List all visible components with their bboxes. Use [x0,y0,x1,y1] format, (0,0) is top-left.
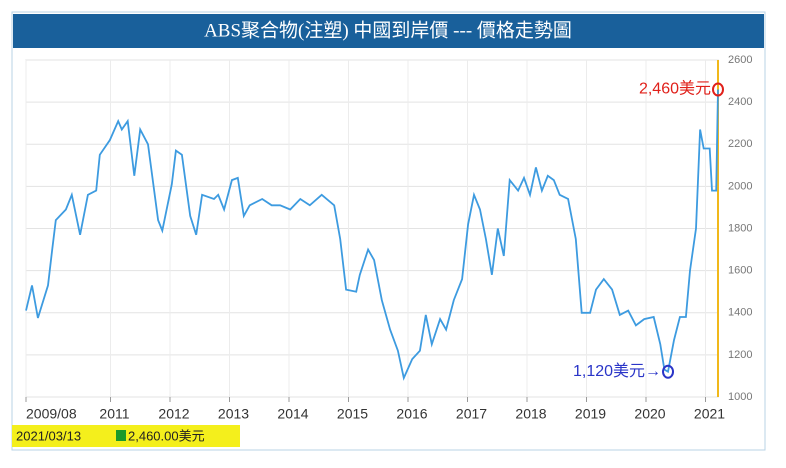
x-tick-label: 2013 [218,406,249,422]
status-value: 2,460.00美元 [128,428,205,443]
x-tick-label: 2014 [277,406,308,422]
x-tick-label: 2011 [99,406,129,422]
status-date: 2021/03/13 [16,428,81,443]
y-tick-label: 1800 [728,222,752,234]
y-tick-label: 1200 [728,349,752,361]
x-tick-label: 2015 [337,406,368,422]
status-swatch [116,430,126,441]
x-tick-label: 2021 [694,406,725,422]
price-line [25,89,719,381]
x-tick-label: 2012 [158,406,189,422]
x-tick-label: 2009/08 [26,406,77,422]
y-tick-label: 1600 [728,265,752,277]
x-tick-label: 2020 [634,406,665,422]
chart-title: ABS聚合物(注塑) 中國到岸價 --- 價格走勢圖 [204,19,572,41]
x-tick-label: 2017 [456,406,487,422]
title-bar [13,14,764,48]
x-tick-label: 2018 [515,406,546,422]
y-tick-label: 2200 [728,138,752,150]
y-tick-label: 1000 [728,391,752,403]
annotation-label: 2,460美元 [639,80,711,98]
x-tick-label: 2016 [396,406,427,422]
y-tick-label: 2400 [728,96,752,108]
y-tick-label: 2600 [728,54,752,66]
annotation-marker [662,364,675,379]
annotation-label: 1,120美元→ [573,362,661,380]
y-tick-label: 2000 [728,180,752,192]
annotation-marker [712,82,724,97]
y-tick-label: 1400 [728,307,752,319]
x-tick-label: 2019 [575,406,606,422]
